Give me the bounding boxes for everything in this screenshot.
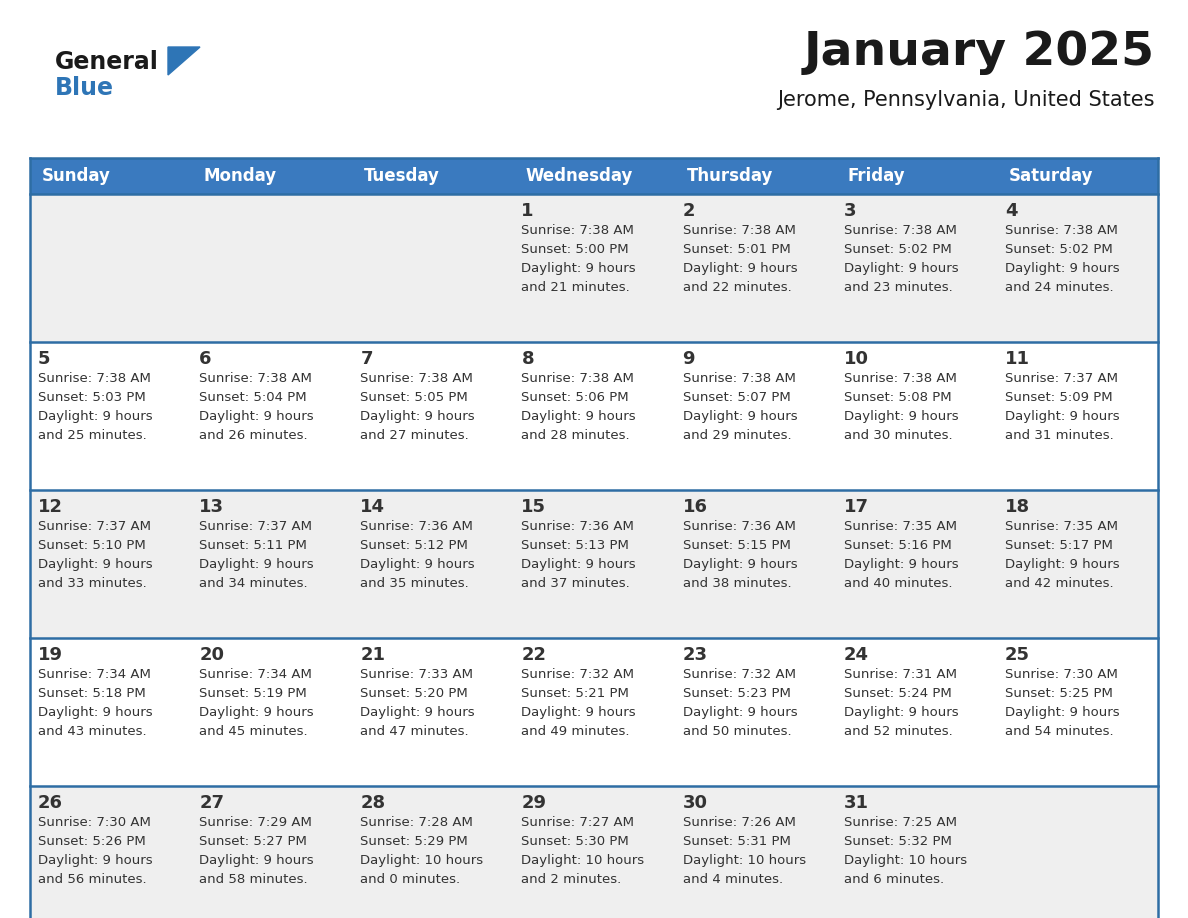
Bar <box>30 786 1158 918</box>
Text: Sunrise: 7:38 AM
Sunset: 5:06 PM
Daylight: 9 hours
and 28 minutes.: Sunrise: 7:38 AM Sunset: 5:06 PM Dayligh… <box>522 372 636 442</box>
Bar <box>30 342 1158 490</box>
Text: Sunrise: 7:35 AM
Sunset: 5:17 PM
Daylight: 9 hours
and 42 minutes.: Sunrise: 7:35 AM Sunset: 5:17 PM Dayligh… <box>1005 520 1119 590</box>
Text: Sunrise: 7:38 AM
Sunset: 5:03 PM
Daylight: 9 hours
and 25 minutes.: Sunrise: 7:38 AM Sunset: 5:03 PM Dayligh… <box>38 372 152 442</box>
Bar <box>30 194 1158 342</box>
Text: Sunrise: 7:29 AM
Sunset: 5:27 PM
Daylight: 9 hours
and 58 minutes.: Sunrise: 7:29 AM Sunset: 5:27 PM Dayligh… <box>200 816 314 886</box>
Text: 25: 25 <box>1005 646 1030 664</box>
Text: 6: 6 <box>200 350 211 368</box>
Text: Sunrise: 7:28 AM
Sunset: 5:29 PM
Daylight: 10 hours
and 0 minutes.: Sunrise: 7:28 AM Sunset: 5:29 PM Dayligh… <box>360 816 484 886</box>
Text: 21: 21 <box>360 646 385 664</box>
Text: Sunrise: 7:38 AM
Sunset: 5:05 PM
Daylight: 9 hours
and 27 minutes.: Sunrise: 7:38 AM Sunset: 5:05 PM Dayligh… <box>360 372 475 442</box>
Text: 12: 12 <box>38 498 63 516</box>
Text: January 2025: January 2025 <box>804 30 1155 75</box>
Text: Sunrise: 7:30 AM
Sunset: 5:26 PM
Daylight: 9 hours
and 56 minutes.: Sunrise: 7:30 AM Sunset: 5:26 PM Dayligh… <box>38 816 152 886</box>
Polygon shape <box>168 47 200 75</box>
Text: Sunrise: 7:38 AM
Sunset: 5:08 PM
Daylight: 9 hours
and 30 minutes.: Sunrise: 7:38 AM Sunset: 5:08 PM Dayligh… <box>843 372 959 442</box>
Text: 8: 8 <box>522 350 535 368</box>
Text: Sunrise: 7:38 AM
Sunset: 5:01 PM
Daylight: 9 hours
and 22 minutes.: Sunrise: 7:38 AM Sunset: 5:01 PM Dayligh… <box>683 224 797 294</box>
Bar <box>30 158 1158 194</box>
Text: Tuesday: Tuesday <box>365 167 441 185</box>
Text: 23: 23 <box>683 646 708 664</box>
Text: Sunrise: 7:30 AM
Sunset: 5:25 PM
Daylight: 9 hours
and 54 minutes.: Sunrise: 7:30 AM Sunset: 5:25 PM Dayligh… <box>1005 668 1119 738</box>
Text: Sunrise: 7:38 AM
Sunset: 5:07 PM
Daylight: 9 hours
and 29 minutes.: Sunrise: 7:38 AM Sunset: 5:07 PM Dayligh… <box>683 372 797 442</box>
Text: Thursday: Thursday <box>687 167 773 185</box>
Text: Sunrise: 7:25 AM
Sunset: 5:32 PM
Daylight: 10 hours
and 6 minutes.: Sunrise: 7:25 AM Sunset: 5:32 PM Dayligh… <box>843 816 967 886</box>
Text: Sunrise: 7:38 AM
Sunset: 5:04 PM
Daylight: 9 hours
and 26 minutes.: Sunrise: 7:38 AM Sunset: 5:04 PM Dayligh… <box>200 372 314 442</box>
Text: Sunrise: 7:33 AM
Sunset: 5:20 PM
Daylight: 9 hours
and 47 minutes.: Sunrise: 7:33 AM Sunset: 5:20 PM Dayligh… <box>360 668 475 738</box>
Text: 14: 14 <box>360 498 385 516</box>
Text: 4: 4 <box>1005 202 1017 220</box>
Text: 22: 22 <box>522 646 546 664</box>
Text: Sunrise: 7:36 AM
Sunset: 5:12 PM
Daylight: 9 hours
and 35 minutes.: Sunrise: 7:36 AM Sunset: 5:12 PM Dayligh… <box>360 520 475 590</box>
Text: 30: 30 <box>683 794 708 812</box>
Text: Monday: Monday <box>203 167 277 185</box>
Text: Sunrise: 7:36 AM
Sunset: 5:13 PM
Daylight: 9 hours
and 37 minutes.: Sunrise: 7:36 AM Sunset: 5:13 PM Dayligh… <box>522 520 636 590</box>
Text: Sunrise: 7:38 AM
Sunset: 5:00 PM
Daylight: 9 hours
and 21 minutes.: Sunrise: 7:38 AM Sunset: 5:00 PM Dayligh… <box>522 224 636 294</box>
Text: 3: 3 <box>843 202 857 220</box>
Text: 1: 1 <box>522 202 533 220</box>
Text: Saturday: Saturday <box>1009 167 1093 185</box>
Text: 5: 5 <box>38 350 51 368</box>
Bar <box>30 638 1158 786</box>
Text: General: General <box>55 50 159 74</box>
Text: 13: 13 <box>200 498 225 516</box>
Text: Sunrise: 7:37 AM
Sunset: 5:10 PM
Daylight: 9 hours
and 33 minutes.: Sunrise: 7:37 AM Sunset: 5:10 PM Dayligh… <box>38 520 152 590</box>
Text: 7: 7 <box>360 350 373 368</box>
Text: Sunday: Sunday <box>42 167 110 185</box>
Text: 28: 28 <box>360 794 385 812</box>
Text: 9: 9 <box>683 350 695 368</box>
Text: Jerome, Pennsylvania, United States: Jerome, Pennsylvania, United States <box>777 90 1155 110</box>
Text: 31: 31 <box>843 794 868 812</box>
Text: Sunrise: 7:26 AM
Sunset: 5:31 PM
Daylight: 10 hours
and 4 minutes.: Sunrise: 7:26 AM Sunset: 5:31 PM Dayligh… <box>683 816 805 886</box>
Text: Sunrise: 7:27 AM
Sunset: 5:30 PM
Daylight: 10 hours
and 2 minutes.: Sunrise: 7:27 AM Sunset: 5:30 PM Dayligh… <box>522 816 645 886</box>
Text: Friday: Friday <box>848 167 905 185</box>
Text: Sunrise: 7:38 AM
Sunset: 5:02 PM
Daylight: 9 hours
and 24 minutes.: Sunrise: 7:38 AM Sunset: 5:02 PM Dayligh… <box>1005 224 1119 294</box>
Text: 29: 29 <box>522 794 546 812</box>
Text: 10: 10 <box>843 350 868 368</box>
Text: Sunrise: 7:35 AM
Sunset: 5:16 PM
Daylight: 9 hours
and 40 minutes.: Sunrise: 7:35 AM Sunset: 5:16 PM Dayligh… <box>843 520 959 590</box>
Text: 26: 26 <box>38 794 63 812</box>
Text: Sunrise: 7:37 AM
Sunset: 5:11 PM
Daylight: 9 hours
and 34 minutes.: Sunrise: 7:37 AM Sunset: 5:11 PM Dayligh… <box>200 520 314 590</box>
Text: Blue: Blue <box>55 76 114 100</box>
Text: 19: 19 <box>38 646 63 664</box>
Text: 11: 11 <box>1005 350 1030 368</box>
Text: Sunrise: 7:32 AM
Sunset: 5:21 PM
Daylight: 9 hours
and 49 minutes.: Sunrise: 7:32 AM Sunset: 5:21 PM Dayligh… <box>522 668 636 738</box>
Text: 15: 15 <box>522 498 546 516</box>
Text: Sunrise: 7:34 AM
Sunset: 5:18 PM
Daylight: 9 hours
and 43 minutes.: Sunrise: 7:34 AM Sunset: 5:18 PM Dayligh… <box>38 668 152 738</box>
Text: Sunrise: 7:38 AM
Sunset: 5:02 PM
Daylight: 9 hours
and 23 minutes.: Sunrise: 7:38 AM Sunset: 5:02 PM Dayligh… <box>843 224 959 294</box>
Text: Sunrise: 7:31 AM
Sunset: 5:24 PM
Daylight: 9 hours
and 52 minutes.: Sunrise: 7:31 AM Sunset: 5:24 PM Dayligh… <box>843 668 959 738</box>
Text: Sunrise: 7:37 AM
Sunset: 5:09 PM
Daylight: 9 hours
and 31 minutes.: Sunrise: 7:37 AM Sunset: 5:09 PM Dayligh… <box>1005 372 1119 442</box>
Text: 27: 27 <box>200 794 225 812</box>
Text: Sunrise: 7:34 AM
Sunset: 5:19 PM
Daylight: 9 hours
and 45 minutes.: Sunrise: 7:34 AM Sunset: 5:19 PM Dayligh… <box>200 668 314 738</box>
Text: 24: 24 <box>843 646 868 664</box>
Text: Sunrise: 7:36 AM
Sunset: 5:15 PM
Daylight: 9 hours
and 38 minutes.: Sunrise: 7:36 AM Sunset: 5:15 PM Dayligh… <box>683 520 797 590</box>
Text: 16: 16 <box>683 498 708 516</box>
Text: 17: 17 <box>843 498 868 516</box>
Text: Wednesday: Wednesday <box>525 167 633 185</box>
Bar <box>30 490 1158 638</box>
Text: 2: 2 <box>683 202 695 220</box>
Text: 18: 18 <box>1005 498 1030 516</box>
Text: Sunrise: 7:32 AM
Sunset: 5:23 PM
Daylight: 9 hours
and 50 minutes.: Sunrise: 7:32 AM Sunset: 5:23 PM Dayligh… <box>683 668 797 738</box>
Text: 20: 20 <box>200 646 225 664</box>
